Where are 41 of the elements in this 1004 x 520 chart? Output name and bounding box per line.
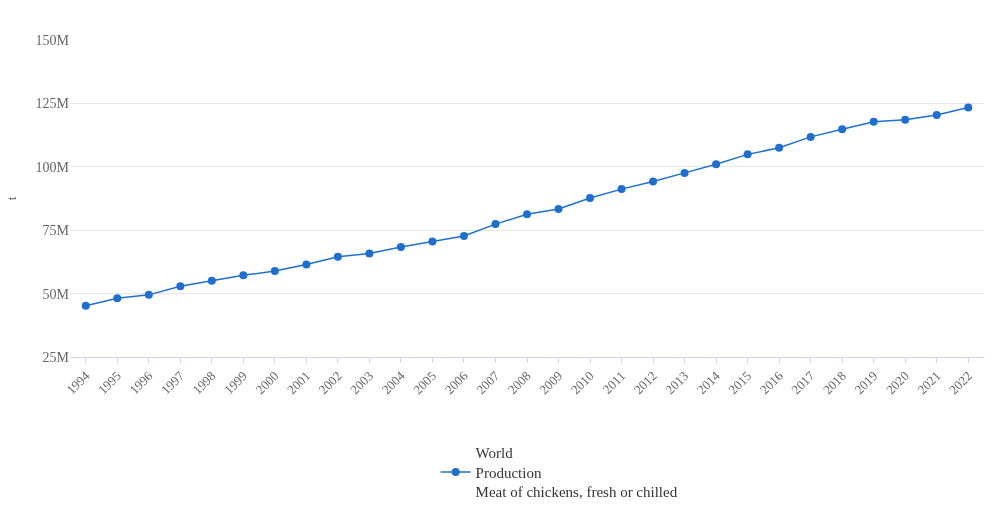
point [176, 282, 185, 291]
point [712, 160, 721, 169]
point [680, 168, 689, 177]
point [333, 252, 342, 261]
point [113, 294, 122, 303]
point [239, 271, 248, 280]
y-tick-label: 125M [35, 96, 70, 112]
point [775, 143, 784, 152]
point [459, 232, 468, 241]
point [649, 177, 658, 186]
x-tick-label: 1995 [95, 368, 124, 398]
x-tick-label: 1999 [221, 368, 251, 398]
point [932, 111, 941, 120]
point [869, 117, 878, 126]
y-tick-label: 25M [42, 349, 70, 365]
point [365, 249, 374, 258]
point [302, 260, 311, 269]
y-axis-title: t [4, 196, 20, 201]
legend-label: World Production Meat of chickens, fresh or chilled [475, 445, 678, 501]
point [207, 276, 216, 285]
point [396, 242, 405, 251]
point [617, 185, 626, 194]
point [523, 210, 531, 219]
x-tick-label: 1998 [189, 368, 219, 398]
point [491, 220, 500, 229]
point [428, 237, 437, 246]
point [144, 290, 153, 299]
y-tick-label: 150M [35, 32, 70, 48]
x-tick-label: 2011 [599, 368, 629, 397]
point [270, 267, 279, 276]
point [554, 204, 563, 213]
point [806, 132, 815, 141]
point [586, 193, 595, 202]
y-tick-label: 50M [42, 286, 70, 302]
y-tick-label: 100M [35, 159, 70, 175]
point [838, 125, 847, 134]
point [964, 103, 973, 112]
point [81, 301, 90, 310]
y-tick-label: 75M [42, 223, 70, 239]
point [743, 150, 752, 159]
point [901, 115, 910, 124]
